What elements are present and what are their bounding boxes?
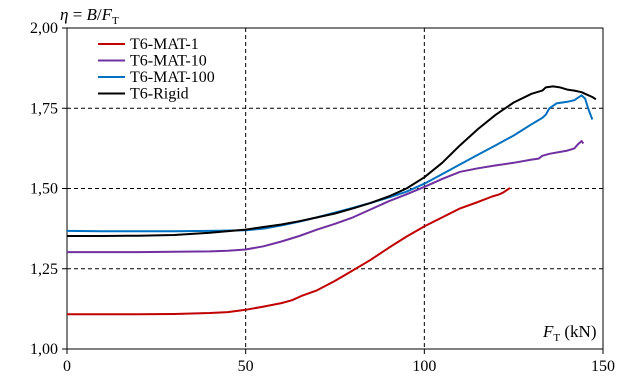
legend-label-t6-mat-10: T6-MAT-10 <box>130 53 207 70</box>
legend-label-t6-mat-1: T6-MAT-1 <box>130 36 199 53</box>
y-tick-label: 1,00 <box>30 341 58 358</box>
series-line-t6-mat-10 <box>67 140 585 254</box>
legend-label-t6-rigid: T6-Rigid <box>130 86 189 103</box>
y-label-sub: T <box>112 15 119 27</box>
series-line-t6-rigid <box>67 85 597 237</box>
y-tick-label: 1,50 <box>30 181 58 198</box>
x-tick-label: 150 <box>591 358 615 375</box>
y-tick-label: 1,25 <box>30 261 58 278</box>
x-label-unit: (kN) <box>560 322 596 341</box>
x-label-sub: T <box>553 332 560 344</box>
y-label-f: F <box>101 5 113 24</box>
y-label-eta: η <box>60 5 68 24</box>
y-axis: 1,00 1,25 1,50 1,75 2,00 <box>30 20 67 358</box>
y-tick-label: 2,00 <box>30 20 58 37</box>
x-tick-label: 50 <box>238 358 254 375</box>
y-label-eq: = <box>68 5 86 24</box>
x-tick-label: 0 <box>63 358 71 375</box>
legend-label-t6-mat-100: T6-MAT-100 <box>130 69 215 86</box>
x-axis-label: FT (kN) <box>542 322 596 344</box>
x-axis: 0 50 100 150 <box>63 349 615 375</box>
series-lines <box>66 85 597 316</box>
y-axis-label: η = B/FT <box>60 5 119 27</box>
y-label-b: B <box>87 5 98 24</box>
x-label-f: F <box>542 322 554 341</box>
x-tick-label: 100 <box>412 358 436 375</box>
grid <box>67 28 603 349</box>
series-line-t6-mat-1 <box>67 187 511 316</box>
y-tick-label: 1,75 <box>30 100 58 117</box>
y-label-slash: / <box>97 5 102 24</box>
